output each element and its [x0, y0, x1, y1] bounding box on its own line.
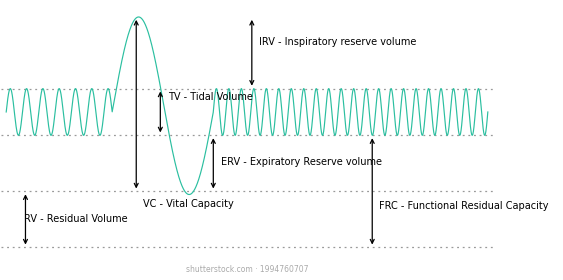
- Text: FRC - Functional Residual Capacity: FRC - Functional Residual Capacity: [379, 201, 549, 211]
- Text: IRV - Inspiratory reserve volume: IRV - Inspiratory reserve volume: [259, 37, 417, 46]
- Text: ERV - Expiratory Reserve volume: ERV - Expiratory Reserve volume: [221, 157, 382, 167]
- Text: RV - Residual Volume: RV - Residual Volume: [24, 214, 128, 225]
- Text: TV - Tidal Volume: TV - Tidal Volume: [168, 92, 252, 102]
- Text: VC - Vital Capacity: VC - Vital Capacity: [144, 199, 234, 209]
- Text: shutterstock.com · 1994760707: shutterstock.com · 1994760707: [186, 265, 309, 274]
